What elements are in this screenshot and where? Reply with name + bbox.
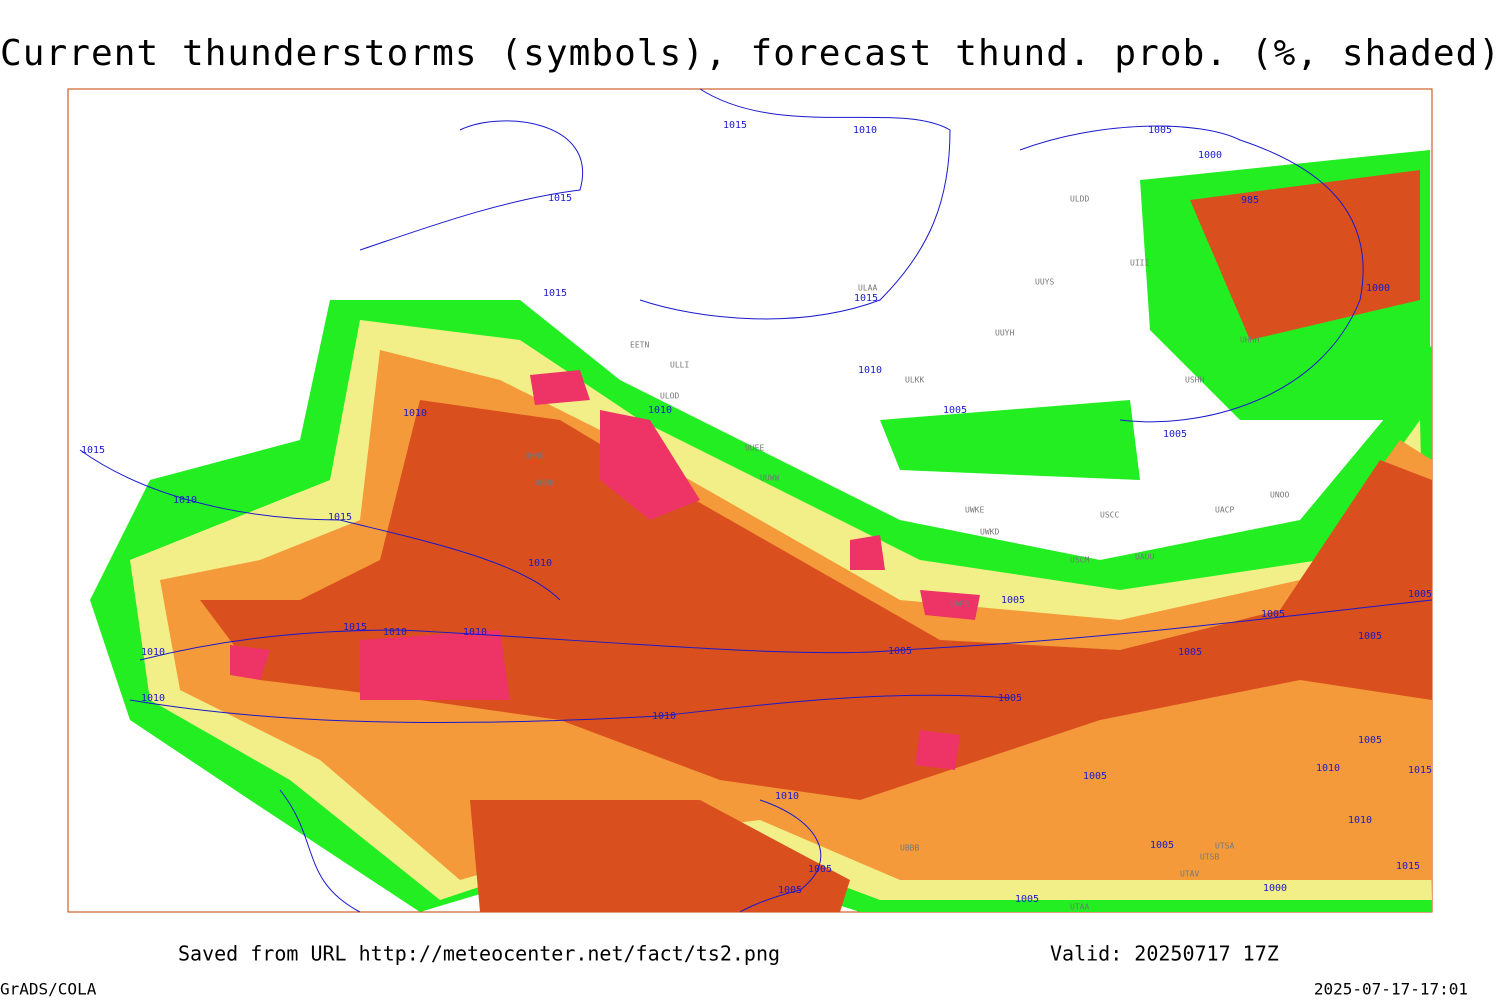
prob-very-high (1190, 170, 1420, 340)
software: GrADS/COLA (0, 980, 97, 999)
station-label: UTSB (1200, 853, 1219, 862)
isobar-label: 1010 (528, 558, 552, 569)
title: Current thunderstorms (symbols), forecas… (0, 33, 1500, 74)
prob-low (880, 400, 1140, 480)
station-label: USCM (1070, 556, 1089, 565)
station-label: USCC (1100, 511, 1119, 520)
isobar-label: 1005 (998, 693, 1022, 704)
isobar-label: 1000 (1198, 150, 1222, 161)
isobar-label: 1000 (1366, 283, 1390, 294)
isobar-label: 1015 (543, 288, 567, 299)
station-label: UWKD (980, 528, 999, 537)
isobar-label: 1010 (383, 627, 407, 638)
isobar-label: 1015 (81, 445, 105, 456)
isobars (79, 88, 1433, 913)
station-label: UUYS (1035, 278, 1054, 287)
isobar-label: 1015 (1408, 765, 1432, 776)
isobar-label: 1015 (854, 293, 878, 304)
isobar-label: 1010 (141, 693, 165, 704)
isobar-labels: 1015 1010 1005 1000 985 1015 1015 1015 1000 1010 1… (81, 120, 1432, 905)
station-label: ULKK (905, 376, 924, 385)
isobar-label: 1005 (1178, 647, 1202, 658)
isobar-label: 1010 (403, 408, 427, 419)
source-url: Saved from URL http://meteocenter.net/fa… (178, 942, 780, 966)
station-label: UWKE (965, 506, 984, 515)
station-labels: ULDD ULAA EETN ULLI ULOD UUYS UUYH ULKK UUEE UUWW… (525, 195, 1289, 912)
map: 1015 1010 1005 1000 985 1015 1015 1015 1000 1010 1… (67, 88, 1433, 913)
isobar-label: 1005 (808, 864, 832, 875)
isobar-label: 1015 (723, 120, 747, 131)
shading (90, 150, 1432, 912)
station-label: ULAA (858, 284, 877, 293)
prob-very-high (470, 800, 850, 912)
isobar-label: 1005 (1408, 589, 1432, 600)
isobar-label: 1005 (888, 646, 912, 657)
station-label: UBBB (900, 844, 919, 853)
station-label: UUEE (745, 444, 764, 453)
station-label: UUWW (760, 474, 779, 483)
isobar-label: 1005 (1083, 771, 1107, 782)
isobar-label: 1010 (652, 711, 676, 722)
isobar-label: 1005 (1148, 125, 1172, 136)
isobar-label: 1015 (548, 193, 572, 204)
isobar-label: 1010 (858, 365, 882, 376)
station-label: UIII (1130, 259, 1149, 268)
station-label: UNOO (1270, 491, 1289, 500)
isobar-label: 1010 (1348, 815, 1372, 826)
station-label: UACP (1215, 506, 1234, 515)
isobar-label: 1005 (1261, 609, 1285, 620)
isobar-label: 985 (1241, 195, 1259, 206)
valid-time: Valid: 20250717 17Z (1050, 942, 1279, 966)
station-label: UTSA (1215, 842, 1234, 851)
isobar-label: 1005 (1358, 735, 1382, 746)
station-label: EETN (630, 341, 649, 350)
isobar-label: 1005 (1001, 595, 1025, 606)
station-label: ULLI (670, 361, 689, 370)
station-label: UMBB (535, 479, 554, 488)
isobar-label: 1005 (943, 405, 967, 416)
thunderstorm-obs (230, 370, 980, 770)
timestamp: 2025-07-17-17:01 (1314, 980, 1468, 999)
isobar-label: 1005 (1150, 840, 1174, 851)
station-label: ULOD (660, 392, 679, 401)
station-label: UHHH (1240, 336, 1259, 345)
station-label: UTAA (1070, 903, 1089, 912)
station-label: UUYH (995, 329, 1014, 338)
isobar-label: 1005 (1015, 894, 1039, 905)
isobar-label: 1005 (1358, 631, 1382, 642)
isobar-label: 1005 (778, 885, 802, 896)
isobar-label: 1015 (328, 512, 352, 523)
station-label: UMMG (525, 452, 544, 461)
isobar-label: 1005 (1163, 429, 1187, 440)
isobar-label: 1010 (141, 647, 165, 658)
station-label: USHH (1185, 376, 1204, 385)
isobar-label: 1010 (173, 495, 197, 506)
isobar-label: 1010 (1316, 763, 1340, 774)
isobar-label: 1010 (853, 125, 877, 136)
isobar-label: 1000 (1263, 883, 1287, 894)
isobar-label: 1010 (648, 405, 672, 416)
isobar-label: 1010 (463, 627, 487, 638)
isobar-label: 1010 (775, 791, 799, 802)
station-label: UAUU (1135, 553, 1154, 562)
station-label: UTAV (1180, 870, 1199, 879)
station-label: ULDD (1070, 195, 1089, 204)
isobar-label: 1015 (1396, 861, 1420, 872)
isobar-label: 1015 (343, 622, 367, 633)
station-label: UARR (950, 600, 969, 609)
